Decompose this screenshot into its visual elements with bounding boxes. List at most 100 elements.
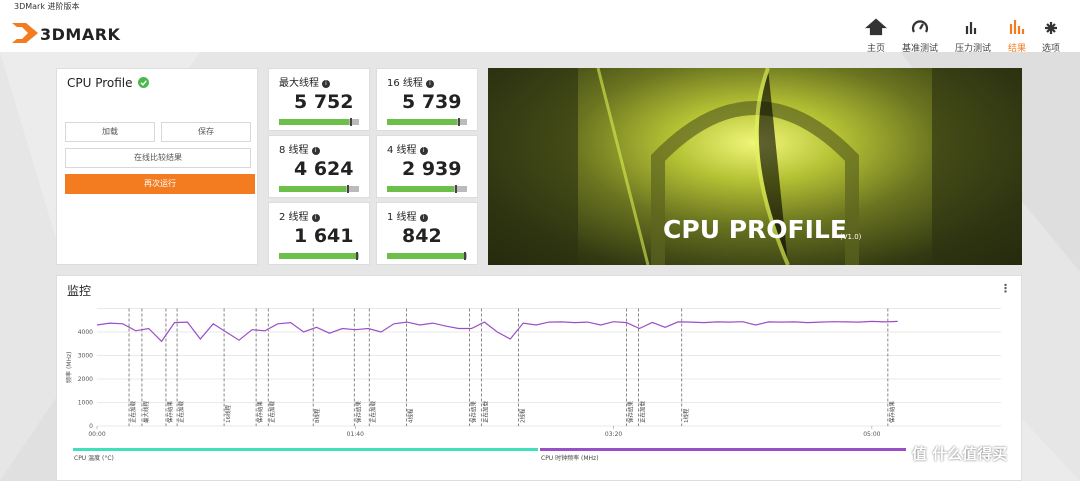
score-bar-fill bbox=[279, 253, 357, 259]
legend-swatch bbox=[540, 448, 906, 451]
event-label: 正在加载 bbox=[639, 400, 647, 423]
score-value: 4 624 bbox=[294, 158, 354, 180]
score-bar-fill bbox=[387, 186, 455, 192]
nav-item[interactable]: 主页 bbox=[866, 44, 885, 54]
legend-swatch bbox=[73, 448, 538, 451]
event-label: 1线程 bbox=[682, 408, 690, 423]
banner-title: CPU PROFILE bbox=[663, 215, 847, 244]
run-button[interactable]: 再次运行 bbox=[65, 174, 255, 194]
nav-item[interactable]: 结果 bbox=[1007, 44, 1026, 54]
watermark: 值 什么值得买 bbox=[912, 445, 1008, 463]
info-icon: i bbox=[311, 214, 320, 222]
load-button[interactable]: 加载 bbox=[65, 122, 155, 142]
score-label-text: 2 线程 bbox=[279, 212, 309, 223]
title-bar: 3DMark 进阶版本 bbox=[0, 0, 1080, 13]
score-value: 5 752 bbox=[294, 91, 354, 113]
info-icon: i bbox=[419, 214, 428, 222]
score-card: 2 线程 i 1 641 bbox=[268, 202, 370, 265]
info-icon: i bbox=[311, 147, 320, 155]
test-name: CPU Profile bbox=[67, 76, 150, 90]
score-bar bbox=[387, 252, 467, 260]
nav-icon bbox=[865, 18, 887, 36]
menu-button[interactable]: ⋮ bbox=[1000, 282, 1011, 295]
score-label-text: 最大线程 bbox=[279, 78, 319, 89]
logo-icon bbox=[12, 23, 38, 43]
nav-item[interactable]: 基准测试 bbox=[901, 44, 938, 54]
save-button[interactable]: 保存 bbox=[161, 122, 251, 142]
score-bar-fill bbox=[387, 119, 458, 125]
legend-label: CPU 时钟频率 (MHz) bbox=[541, 454, 599, 462]
score-bar bbox=[279, 118, 359, 126]
banner-art: CPU PROFILE (V1.0) bbox=[488, 68, 1022, 265]
legend-label: CPU 温度 (°C) bbox=[74, 454, 114, 462]
banner-version: (V1.0) bbox=[840, 233, 862, 241]
monitor-panel: 监控 ⋮ 0 1000 2000 3000 4000 频率 (MHz) 00:00 01:40… bbox=[56, 275, 1022, 481]
test-name-text: CPU Profile bbox=[67, 76, 133, 90]
monitor-title: 监控 bbox=[67, 284, 92, 298]
event-label: 4线程 bbox=[406, 408, 414, 423]
event-label: 正在加载 bbox=[481, 400, 489, 423]
nav-icon bbox=[1045, 22, 1057, 34]
score-card: 4 线程 i 2 939 bbox=[376, 135, 478, 198]
nav-icon bbox=[911, 20, 929, 33]
score-label: 8 线程 i bbox=[279, 141, 320, 156]
score-value: 5 739 bbox=[402, 91, 462, 113]
score-bar-marker bbox=[350, 118, 352, 126]
logo: 3DMARK bbox=[40, 25, 121, 44]
info-icon: i bbox=[425, 80, 434, 88]
y-axis-label: 频率 (MHz) bbox=[65, 352, 73, 383]
event-label: 正在加载 bbox=[177, 400, 185, 423]
score-label: 4 线程 i bbox=[387, 141, 428, 156]
header: 3DMARK 主页 基准测试 压力测试 结果 选项 bbox=[0, 13, 1080, 54]
score-bar-marker bbox=[454, 185, 457, 193]
event-label: 正在加载 bbox=[129, 400, 137, 423]
nav-item[interactable]: 选项 bbox=[1041, 44, 1060, 54]
score-bar bbox=[279, 252, 359, 260]
info-icon: i bbox=[419, 147, 428, 155]
score-label-text: 16 线程 bbox=[387, 78, 423, 89]
event-label: 保存结果 bbox=[256, 400, 264, 423]
score-bar bbox=[387, 185, 467, 193]
score-card: 16 线程 i 5 739 bbox=[376, 68, 478, 131]
nav-icon bbox=[965, 22, 977, 34]
nav-icon bbox=[1009, 20, 1025, 34]
score-value: 842 bbox=[402, 225, 442, 247]
score-card: 8 线程 i 4 624 bbox=[268, 135, 370, 198]
x-tick-label: 00:00 bbox=[88, 431, 105, 438]
event-label: 保存结果 bbox=[888, 400, 896, 423]
event-label: 正在加载 bbox=[369, 400, 377, 423]
banner: CPU PROFILE (V1.0) bbox=[488, 68, 1022, 265]
icon-shape bbox=[911, 20, 929, 33]
event-label: 2线程 bbox=[519, 408, 527, 423]
nav-item[interactable]: 压力测试 bbox=[954, 44, 991, 54]
score-bar-marker bbox=[346, 185, 349, 193]
event-label: 保存结果 bbox=[626, 400, 634, 423]
score-bar-fill bbox=[279, 186, 347, 192]
event-label: 16线程 bbox=[224, 405, 232, 423]
score-label: 2 线程 i bbox=[279, 208, 320, 223]
icon-shape bbox=[1045, 22, 1057, 34]
event-label: 保存结果 bbox=[469, 400, 477, 423]
score-label-text: 8 线程 bbox=[279, 145, 309, 156]
score-label-text: 1 线程 bbox=[387, 212, 417, 223]
score-bar-marker bbox=[463, 252, 466, 260]
event-label: 8线程 bbox=[313, 408, 321, 423]
score-value: 1 641 bbox=[294, 225, 354, 247]
x-tick-label: 03:20 bbox=[605, 431, 622, 438]
compare-button[interactable]: 在线比较结果 bbox=[65, 148, 251, 168]
y-tick-label: 0 bbox=[89, 423, 93, 430]
event-label: 正在加载 bbox=[268, 400, 276, 423]
score-bar-marker bbox=[458, 118, 460, 126]
info-icon: i bbox=[322, 80, 330, 88]
icon-shape bbox=[965, 22, 977, 34]
score-bar bbox=[387, 118, 467, 126]
score-label: 最大线程 i bbox=[279, 74, 330, 89]
y-tick-label: 2000 bbox=[78, 376, 93, 383]
event-label: 最大线程 bbox=[142, 400, 150, 423]
x-tick-label: 05:00 bbox=[863, 431, 880, 438]
icon-shape bbox=[865, 18, 887, 36]
y-tick-label: 4000 bbox=[78, 329, 93, 336]
score-bar bbox=[279, 185, 359, 193]
window-title: 3DMark 进阶版本 bbox=[14, 2, 80, 11]
